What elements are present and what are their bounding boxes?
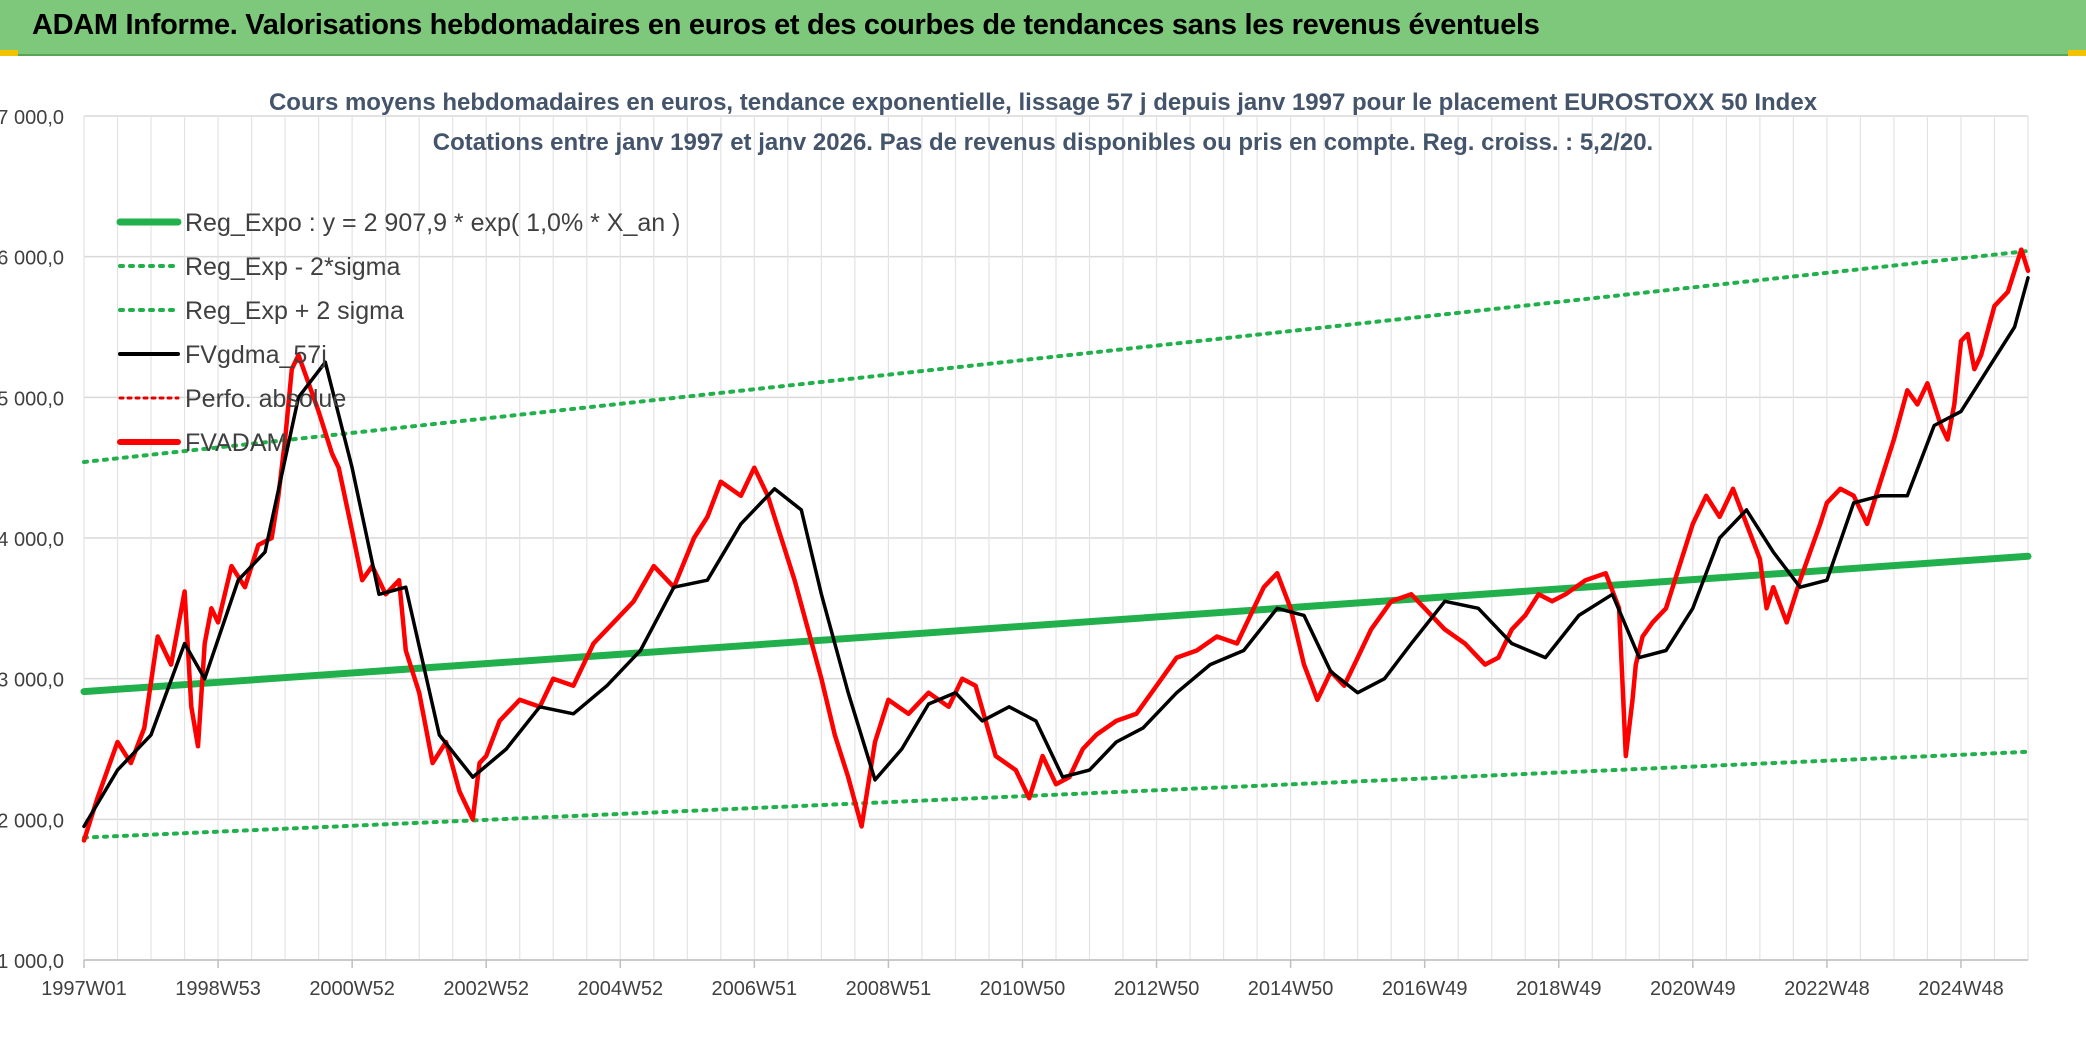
series-lines xyxy=(80,247,2032,843)
x-tick-label: 2020W49 xyxy=(1650,978,1736,1000)
legend-label: Reg_Exp - 2*sigma xyxy=(185,253,400,281)
chart-svg: 1 000,0 2 000,0 3 000,0 4 000,0 5 000,0 6 000… xyxy=(0,89,2032,1000)
x-tick-label: 2024W48 xyxy=(1918,978,2004,1000)
y-tick-label: 2 000,0 xyxy=(0,810,64,832)
y-tick-label: 4 000,0 xyxy=(0,529,64,551)
legend-label: FVgdma_57j xyxy=(185,341,327,369)
series-line-2 xyxy=(82,249,2030,464)
x-tick-label: 2018W49 xyxy=(1516,978,1602,1000)
legend-label: Perfo. absolue xyxy=(185,385,346,413)
x-tick-label: 2002W52 xyxy=(443,978,529,1000)
series-line-1 xyxy=(82,749,2030,840)
x-tick-label: 2016W49 xyxy=(1382,978,1468,1000)
y-tick-label: 1 000,0 xyxy=(0,951,64,973)
x-tick-label: 2012W50 xyxy=(1114,978,1200,1000)
legend-label: Reg_Expo : y = 2 907,9 * exp( 1,0% * X_a… xyxy=(185,209,680,237)
axis-labels: 1 000,0 2 000,0 3 000,0 4 000,0 5 000,0 6 000… xyxy=(0,107,2004,1000)
report-title: ADAM Informe. Valorisations hebdomadaire… xyxy=(32,9,1540,41)
x-tick-label: 2014W50 xyxy=(1248,978,1334,1000)
x-tick-label: 1997W01 xyxy=(41,978,127,1000)
x-tick-label: 2004W52 xyxy=(577,978,663,1000)
chart-title: Cours moyens hebdomadaires en euros, ten… xyxy=(269,89,1818,116)
chart-area: 1 000,0 2 000,0 3 000,0 4 000,0 5 000,0 6 000… xyxy=(0,56,2086,1038)
legend: Reg_Expo : y = 2 907,9 * exp( 1,0% * X_a… xyxy=(116,209,680,457)
series-line-3 xyxy=(82,276,2030,829)
x-tick-label: 2000W52 xyxy=(309,978,395,1000)
y-tick-label: 5 000,0 xyxy=(0,388,64,410)
report-header: ADAM Informe. Valorisations hebdomadaire… xyxy=(0,0,2086,56)
x-tick-label: 2006W51 xyxy=(712,978,798,1000)
chart-titles: Cours moyens hebdomadaires en euros, ten… xyxy=(269,89,1818,156)
corner-marker-left xyxy=(0,50,18,56)
legend-label: FVADAM xyxy=(185,429,287,457)
x-tick-label: 2010W50 xyxy=(980,978,1066,1000)
y-tick-label: 3 000,0 xyxy=(0,670,64,692)
chart-subtitle: Cotations entre janv 1997 et janv 2026. … xyxy=(433,129,1653,156)
corner-marker-right xyxy=(2068,50,2086,56)
x-tick-label: 1998W53 xyxy=(175,978,261,1000)
x-tick-label: 2022W48 xyxy=(1784,978,1870,1000)
y-tick-label: 6 000,0 xyxy=(0,248,64,270)
grid-lines xyxy=(83,115,2029,961)
legend-label: Reg_Exp + 2 sigma xyxy=(185,297,404,325)
x-tick-label: 2008W51 xyxy=(846,978,932,1000)
series-line-5 xyxy=(81,247,2031,843)
y-tick-label: 7 000,0 xyxy=(0,107,64,129)
